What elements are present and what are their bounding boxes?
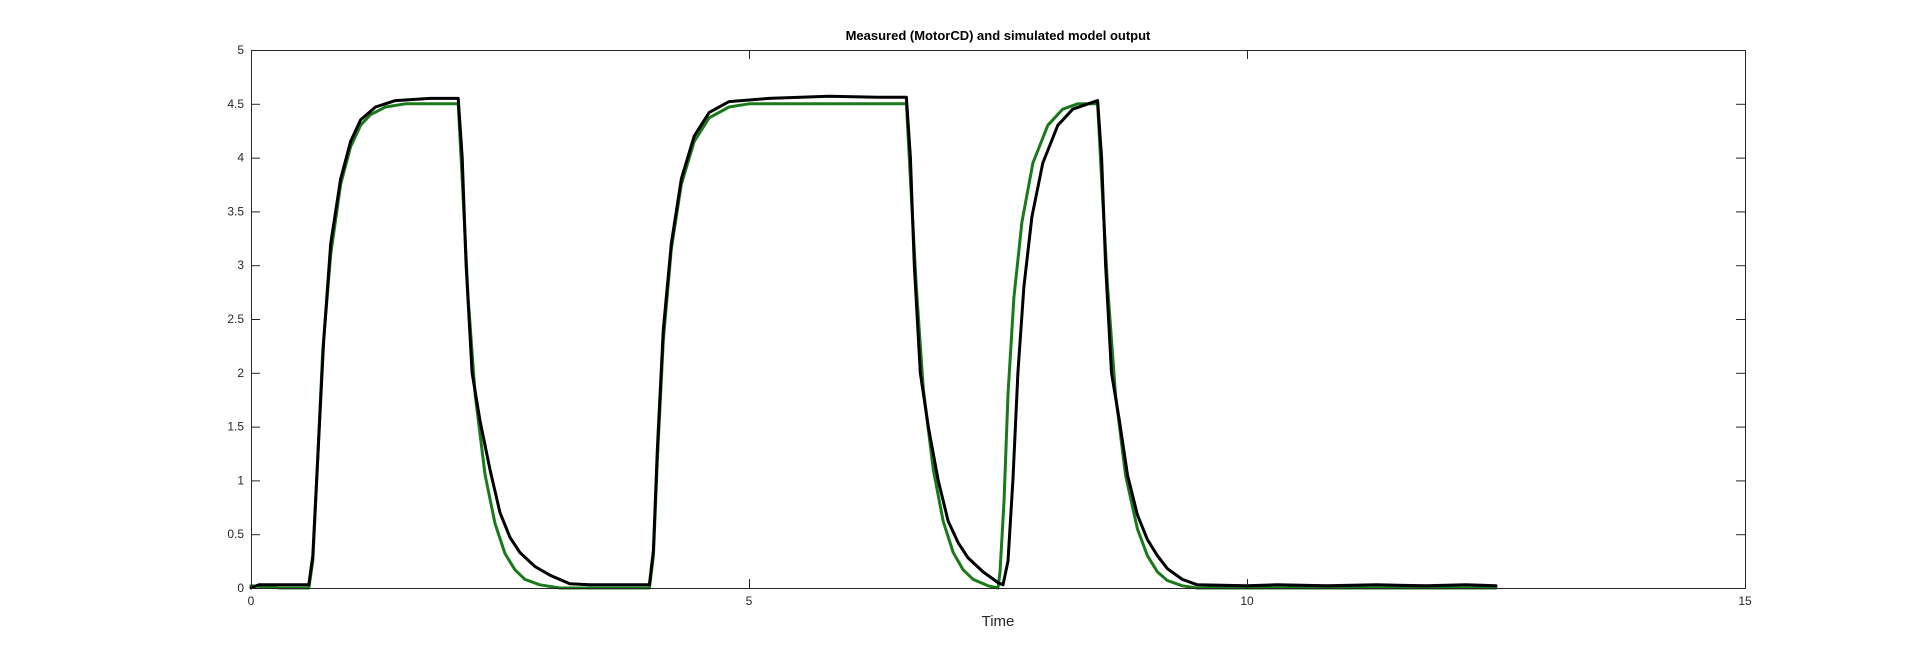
y-tick-label: 3.5 (227, 204, 244, 218)
y-tick-label: 0.5 (227, 527, 244, 541)
y-tick-label: 2.5 (227, 312, 244, 326)
y-tick-label: 3 (237, 258, 244, 272)
x-tick-label: 0 (248, 594, 255, 608)
chart-title: Measured (MotorCD) and simulated model o… (846, 28, 1151, 43)
x-tick-label: 10 (1240, 594, 1254, 608)
y-tick-label: 2 (237, 366, 244, 380)
y-tick-label: 0 (237, 581, 244, 595)
y-tick-label: 5 (237, 43, 244, 57)
x-axis-label: Time (982, 613, 1015, 630)
y-tick-label: 4 (237, 151, 244, 165)
y-tick-label: 1.5 (227, 420, 244, 434)
x-tick-label: 15 (1738, 594, 1752, 608)
x-tick-label: 5 (746, 594, 753, 608)
series-layer (249, 94, 1498, 590)
tick-labels-layer: 0 5 10 15 0 0.5 1 1.5 2 2.5 3 3.5 4 4.5 5 (227, 43, 1752, 608)
plot-area (251, 50, 1745, 588)
y-tick-label: 1 (237, 473, 244, 487)
series-line-measured (249, 94, 1498, 590)
y-tick-label: 4.5 (227, 97, 244, 111)
ticks-layer (251, 50, 1746, 589)
